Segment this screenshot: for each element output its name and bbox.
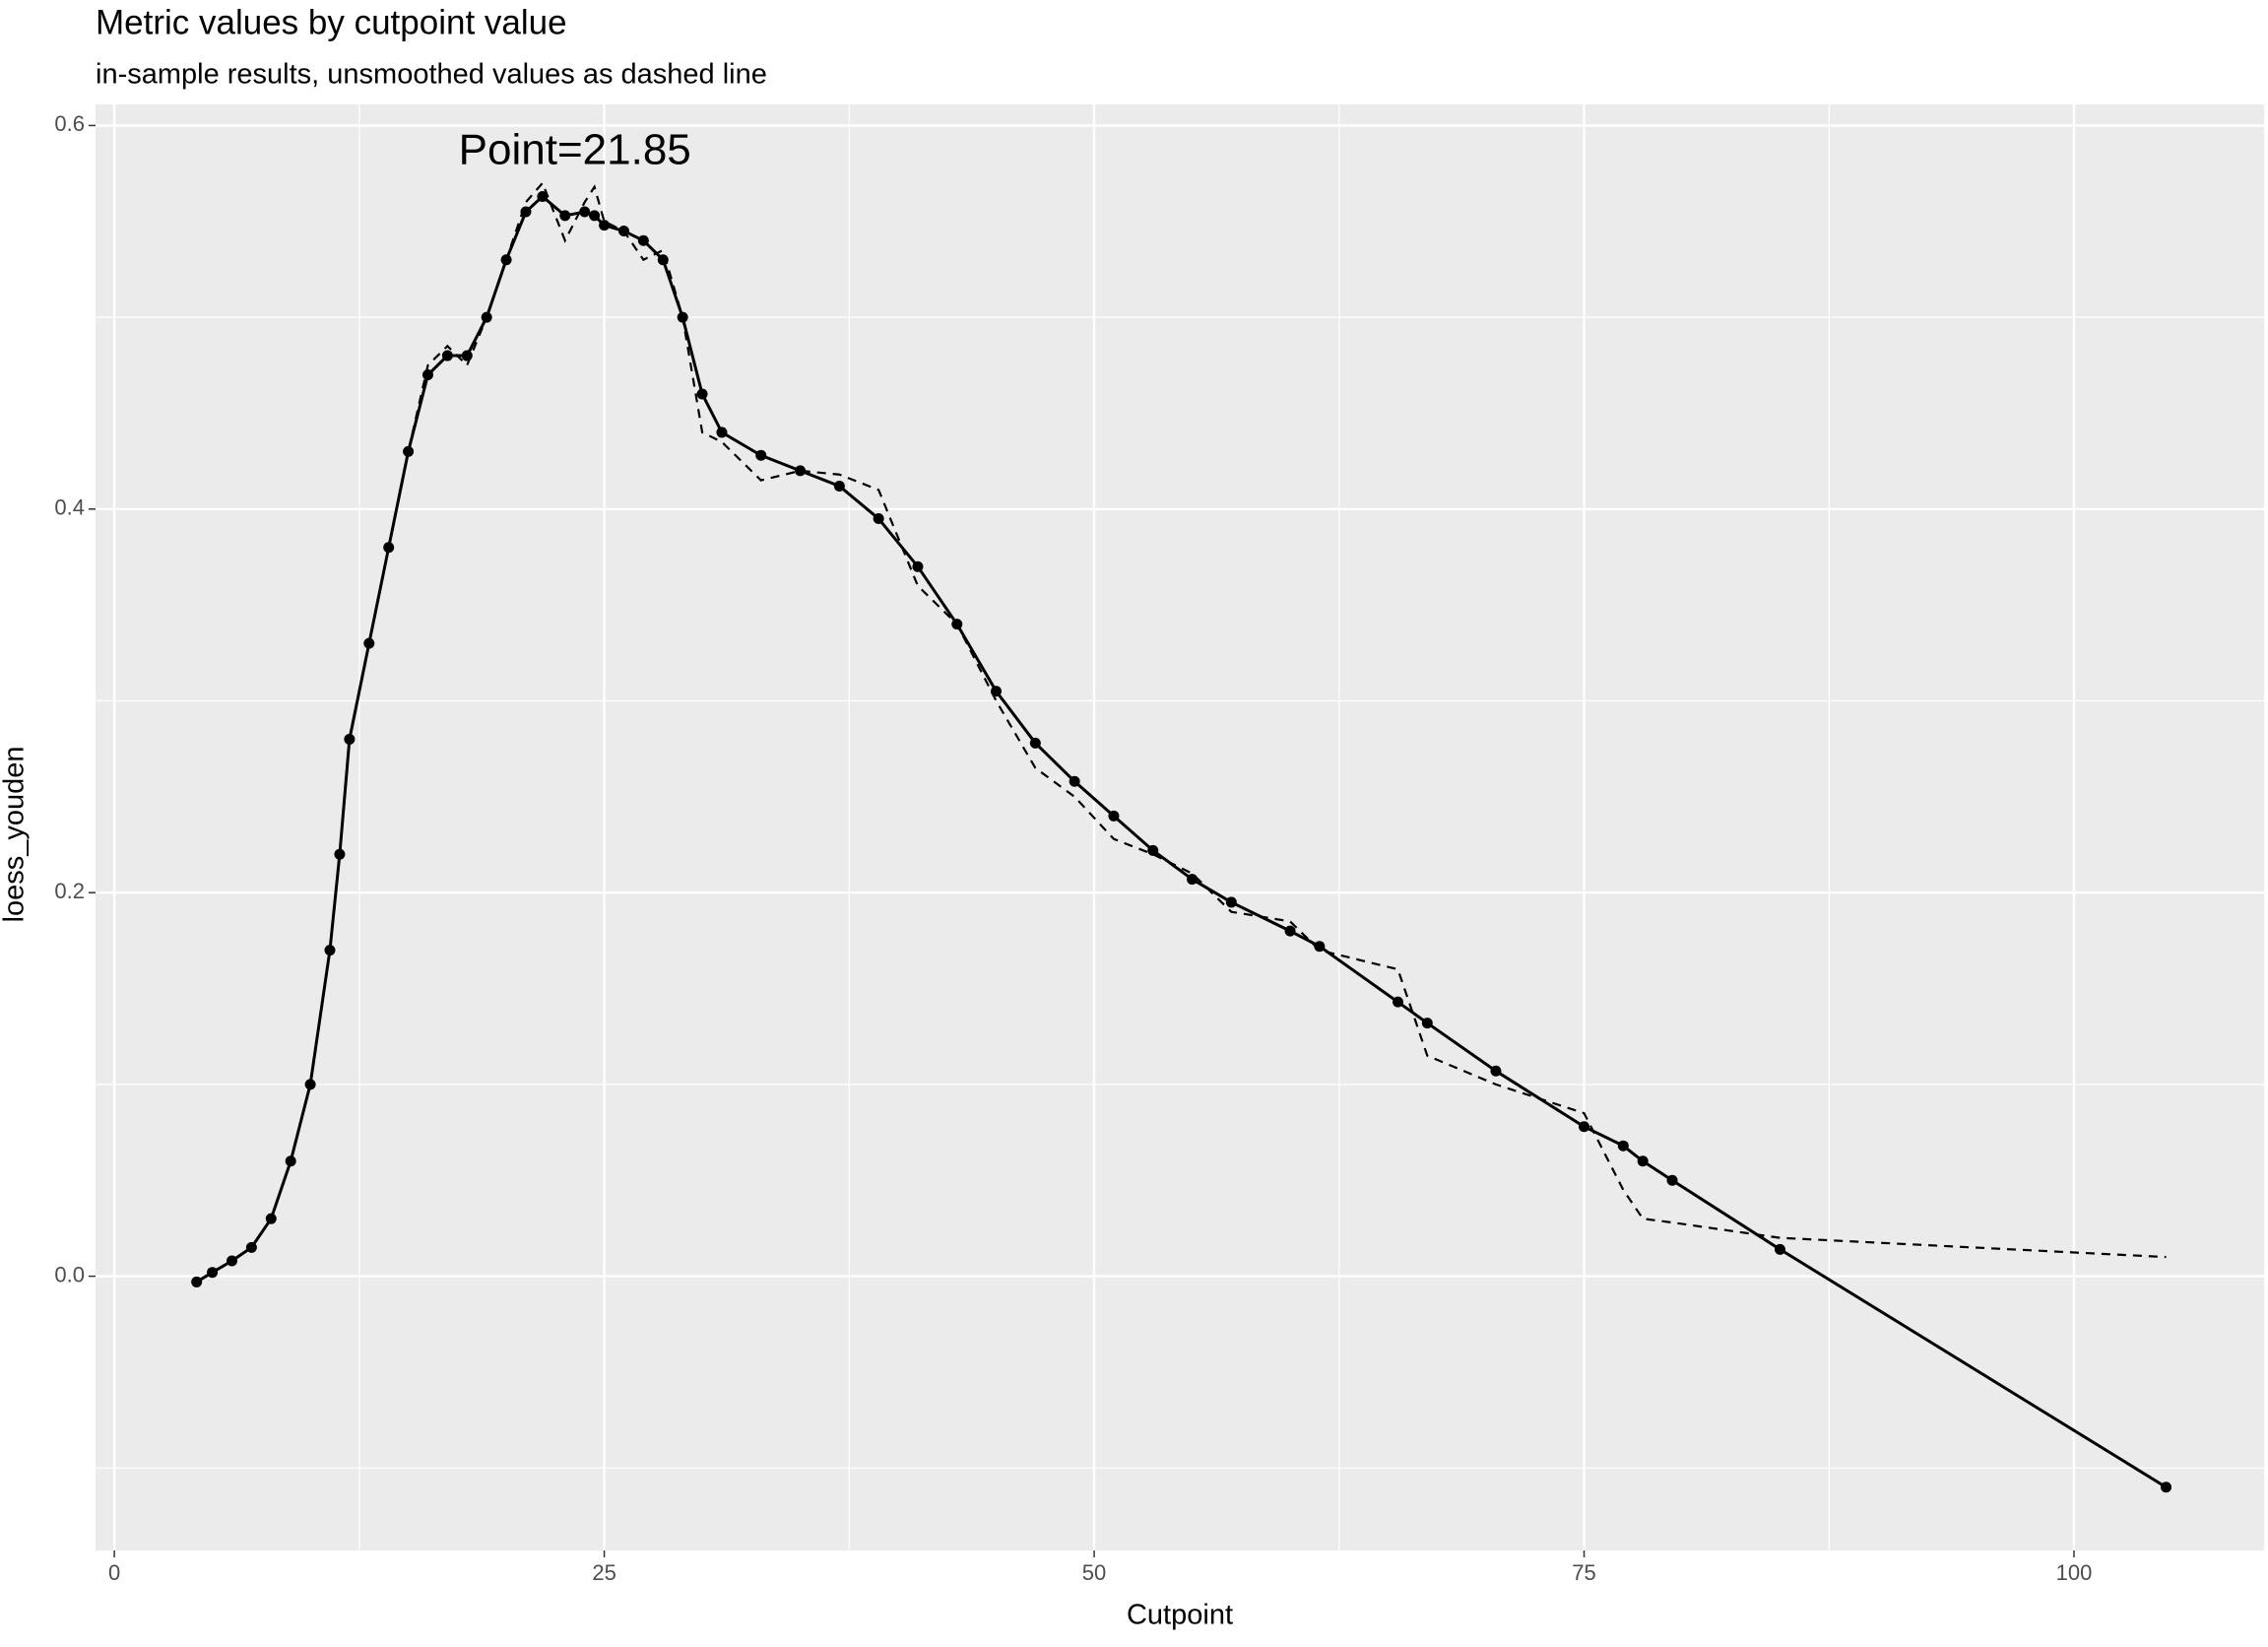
point bbox=[1187, 874, 1199, 886]
x-tick-label: 25 bbox=[592, 1560, 616, 1585]
point bbox=[1029, 737, 1041, 749]
x-tick-label: 75 bbox=[1572, 1560, 1595, 1585]
point bbox=[461, 350, 473, 362]
point bbox=[1392, 996, 1403, 1008]
point bbox=[1774, 1243, 1785, 1255]
point bbox=[1490, 1065, 1502, 1077]
point bbox=[403, 445, 415, 457]
y-tick-label: 0.2 bbox=[54, 879, 85, 903]
point bbox=[873, 513, 884, 525]
plot-panel bbox=[96, 104, 2264, 1550]
point bbox=[1069, 775, 1080, 787]
point bbox=[226, 1255, 237, 1267]
point bbox=[589, 210, 601, 222]
point bbox=[755, 449, 767, 461]
y-axis-title: loess_youden bbox=[0, 747, 31, 923]
point bbox=[1421, 1018, 1433, 1029]
point bbox=[1637, 1155, 1649, 1167]
x-tick-label: 100 bbox=[2056, 1560, 2093, 1585]
point bbox=[441, 350, 453, 362]
point bbox=[1108, 810, 1120, 822]
point bbox=[599, 220, 611, 231]
point bbox=[833, 480, 845, 492]
annotation: Point=21.85 bbox=[459, 125, 691, 173]
point bbox=[559, 210, 571, 222]
x-tick-label: 50 bbox=[1082, 1560, 1106, 1585]
y-tick-label: 0.4 bbox=[54, 495, 85, 520]
point bbox=[1314, 941, 1326, 953]
point bbox=[2161, 1482, 2172, 1493]
chart-subtitle: in-sample results, unsmoothed values as … bbox=[96, 59, 767, 91]
point bbox=[1284, 925, 1296, 937]
point bbox=[1617, 1140, 1629, 1152]
x-axis-title: Cutpoint bbox=[1127, 1600, 1233, 1631]
point bbox=[1225, 896, 1237, 908]
point bbox=[696, 388, 708, 400]
x-tick-label: 0 bbox=[108, 1560, 120, 1585]
point bbox=[579, 206, 591, 218]
chart-title: Metric values by cutpoint value bbox=[96, 3, 567, 41]
point bbox=[795, 465, 807, 477]
point bbox=[1666, 1174, 1678, 1186]
point bbox=[716, 427, 728, 438]
point bbox=[334, 848, 346, 860]
point bbox=[421, 369, 433, 381]
point bbox=[324, 945, 336, 956]
point bbox=[537, 190, 549, 202]
y-tick-label: 0.6 bbox=[54, 111, 85, 136]
point bbox=[912, 560, 924, 572]
point bbox=[1147, 844, 1159, 856]
y-tick-label: 0.0 bbox=[54, 1262, 85, 1286]
point bbox=[1579, 1121, 1590, 1133]
point bbox=[383, 542, 395, 554]
point bbox=[637, 234, 649, 246]
series-line bbox=[196, 180, 2167, 1284]
